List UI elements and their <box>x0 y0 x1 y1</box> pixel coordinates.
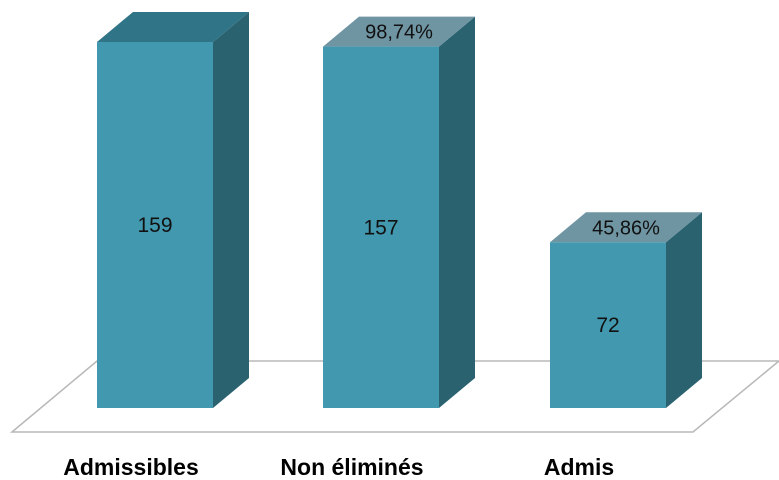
data-label-admissibles: 159 <box>137 214 172 237</box>
category-label-non-elimines: Non éliminés <box>280 454 423 480</box>
percent-label-non-elimines: 98,74% <box>365 22 433 44</box>
category-labels: Admissibles Non éliminés Admis <box>63 454 614 480</box>
category-label-admis: Admis <box>544 454 614 480</box>
bar-front-admis <box>550 242 666 408</box>
bar-side-non-elimines <box>439 16 475 409</box>
bar-admissibles: 159 <box>97 12 249 408</box>
percent-label-admis: 45,86% <box>592 217 660 239</box>
bar-top-admis <box>550 212 702 243</box>
bar-front-admissibles <box>97 42 213 408</box>
data-label-non-elimines: 157 <box>363 216 398 239</box>
bar-side-admis <box>666 212 702 408</box>
bar-front-non-elimines <box>323 46 439 409</box>
bar-admis: 72 45,86% <box>550 212 702 408</box>
bar-side-admissibles <box>213 12 249 408</box>
chart-floor <box>9 360 779 433</box>
bar-top-non-elimines <box>323 16 475 47</box>
bars-group: 159 157 98,74% 72 45,86% <box>97 12 702 409</box>
bar-non-elimines: 157 98,74% <box>323 16 475 409</box>
bar-top-admissibles <box>97 12 249 42</box>
category-label-admissibles: Admissibles <box>63 454 199 480</box>
data-label-admis: 72 <box>596 314 619 337</box>
